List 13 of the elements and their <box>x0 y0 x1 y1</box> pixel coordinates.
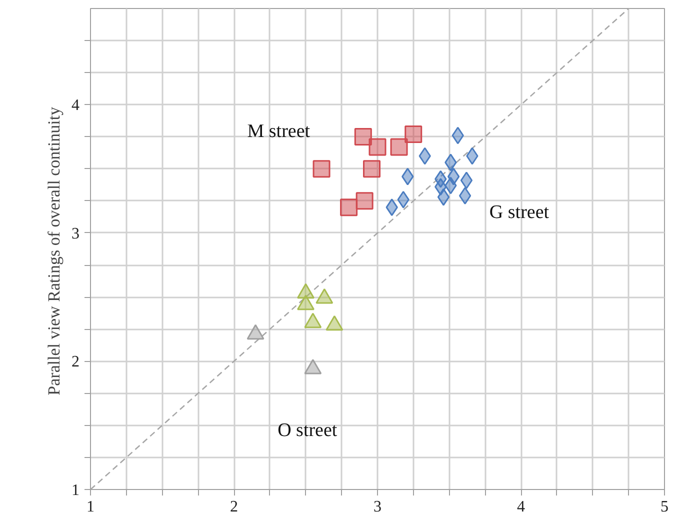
x-tick-label: 4 <box>517 498 525 516</box>
y-tick-label: 1 <box>72 482 80 499</box>
y-axis-title: Parallel view Ratings of overall continuity <box>44 106 64 396</box>
y-tick-label: 3 <box>72 225 80 242</box>
x-tick-label: 1 <box>86 498 94 516</box>
x-tick-label: 2 <box>230 498 238 516</box>
x-tick-label: 5 <box>660 498 668 516</box>
y-tick-label: 4 <box>72 97 80 114</box>
y-tick-label: 2 <box>72 354 80 371</box>
series-label: M street <box>247 121 311 142</box>
x-tick-label: 3 <box>374 498 382 516</box>
series-label: G street <box>489 202 550 223</box>
text: O street <box>278 420 338 441</box>
